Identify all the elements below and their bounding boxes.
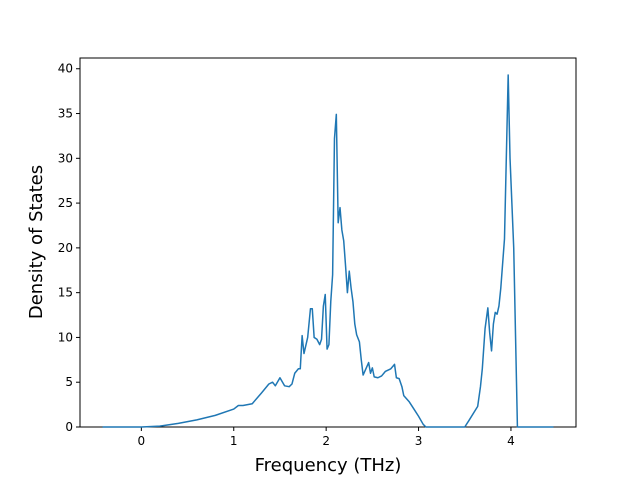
- x-tick-label: 2: [322, 434, 330, 448]
- plot-frame: [79, 57, 577, 428]
- x-tick-label: 0: [138, 434, 146, 448]
- y-tick-label: 5: [65, 375, 73, 389]
- y-tick-label: 10: [58, 330, 73, 344]
- x-axis-label: Frequency (THz): [255, 455, 402, 476]
- y-tick-label: 0: [65, 420, 73, 434]
- x-tick-label: 4: [507, 434, 515, 448]
- y-tick-label: 35: [58, 107, 73, 121]
- y-tick-label: 40: [58, 62, 73, 76]
- x-tick-label: 1: [230, 434, 238, 448]
- y-tick-label: 30: [58, 151, 73, 165]
- x-tick-label: 3: [415, 434, 423, 448]
- y-tick-label: 20: [58, 241, 73, 255]
- y-tick-label: 15: [58, 286, 73, 300]
- y-tick-label: 25: [58, 196, 73, 210]
- data-line: [102, 74, 554, 428]
- y-axis-label: Density of States: [26, 165, 47, 319]
